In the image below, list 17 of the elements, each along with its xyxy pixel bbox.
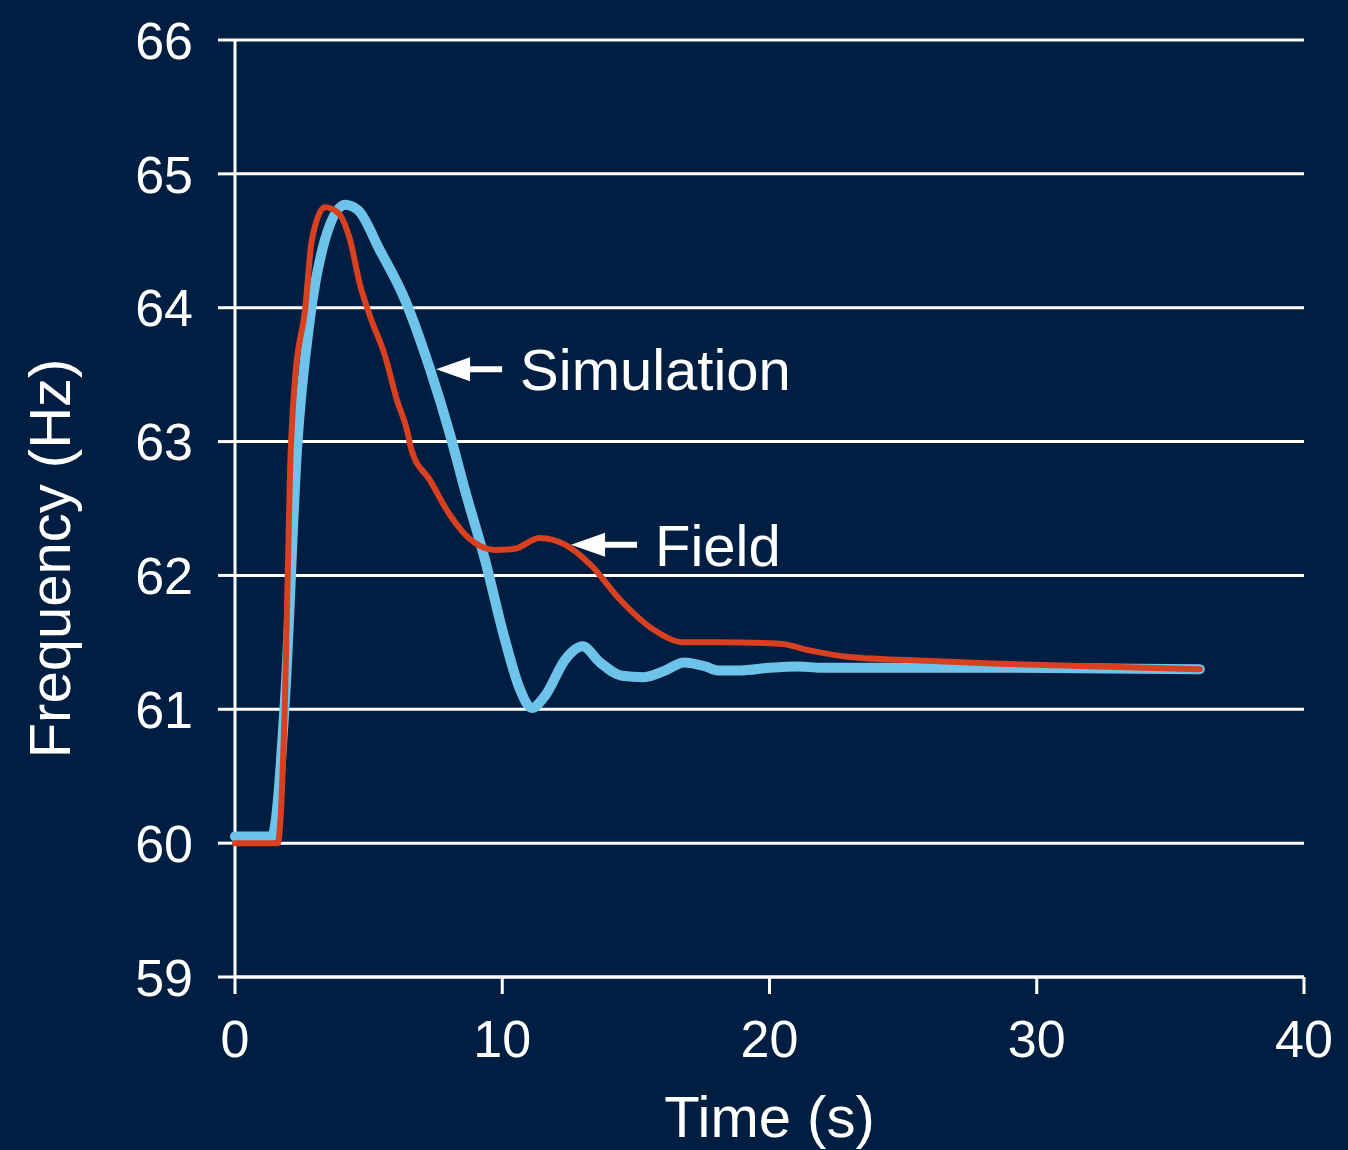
y-axis-title: Frequency (Hz) [17, 358, 82, 759]
y-tick-label: 61 [135, 681, 193, 740]
x-tick-label: 0 [220, 1010, 250, 1068]
y-tick-label: 60 [135, 814, 193, 873]
x-tick-label: 20 [740, 1010, 799, 1068]
x-tick-label: 40 [1275, 1010, 1333, 1068]
y-tick-label: 62 [135, 547, 193, 606]
y-tick-label: 65 [135, 145, 193, 204]
y-tick-label: 63 [135, 413, 193, 472]
series-label: Simulation [520, 337, 791, 403]
y-tick-label: 66 [135, 11, 193, 70]
x-axis-title: Time (s) [664, 1084, 875, 1149]
x-tick-label: 10 [473, 1010, 532, 1068]
y-tick-label: 59 [135, 948, 193, 1007]
x-tick-label: 30 [1007, 1010, 1066, 1068]
y-tick-label: 64 [135, 279, 193, 338]
series-label: Field [655, 512, 781, 578]
